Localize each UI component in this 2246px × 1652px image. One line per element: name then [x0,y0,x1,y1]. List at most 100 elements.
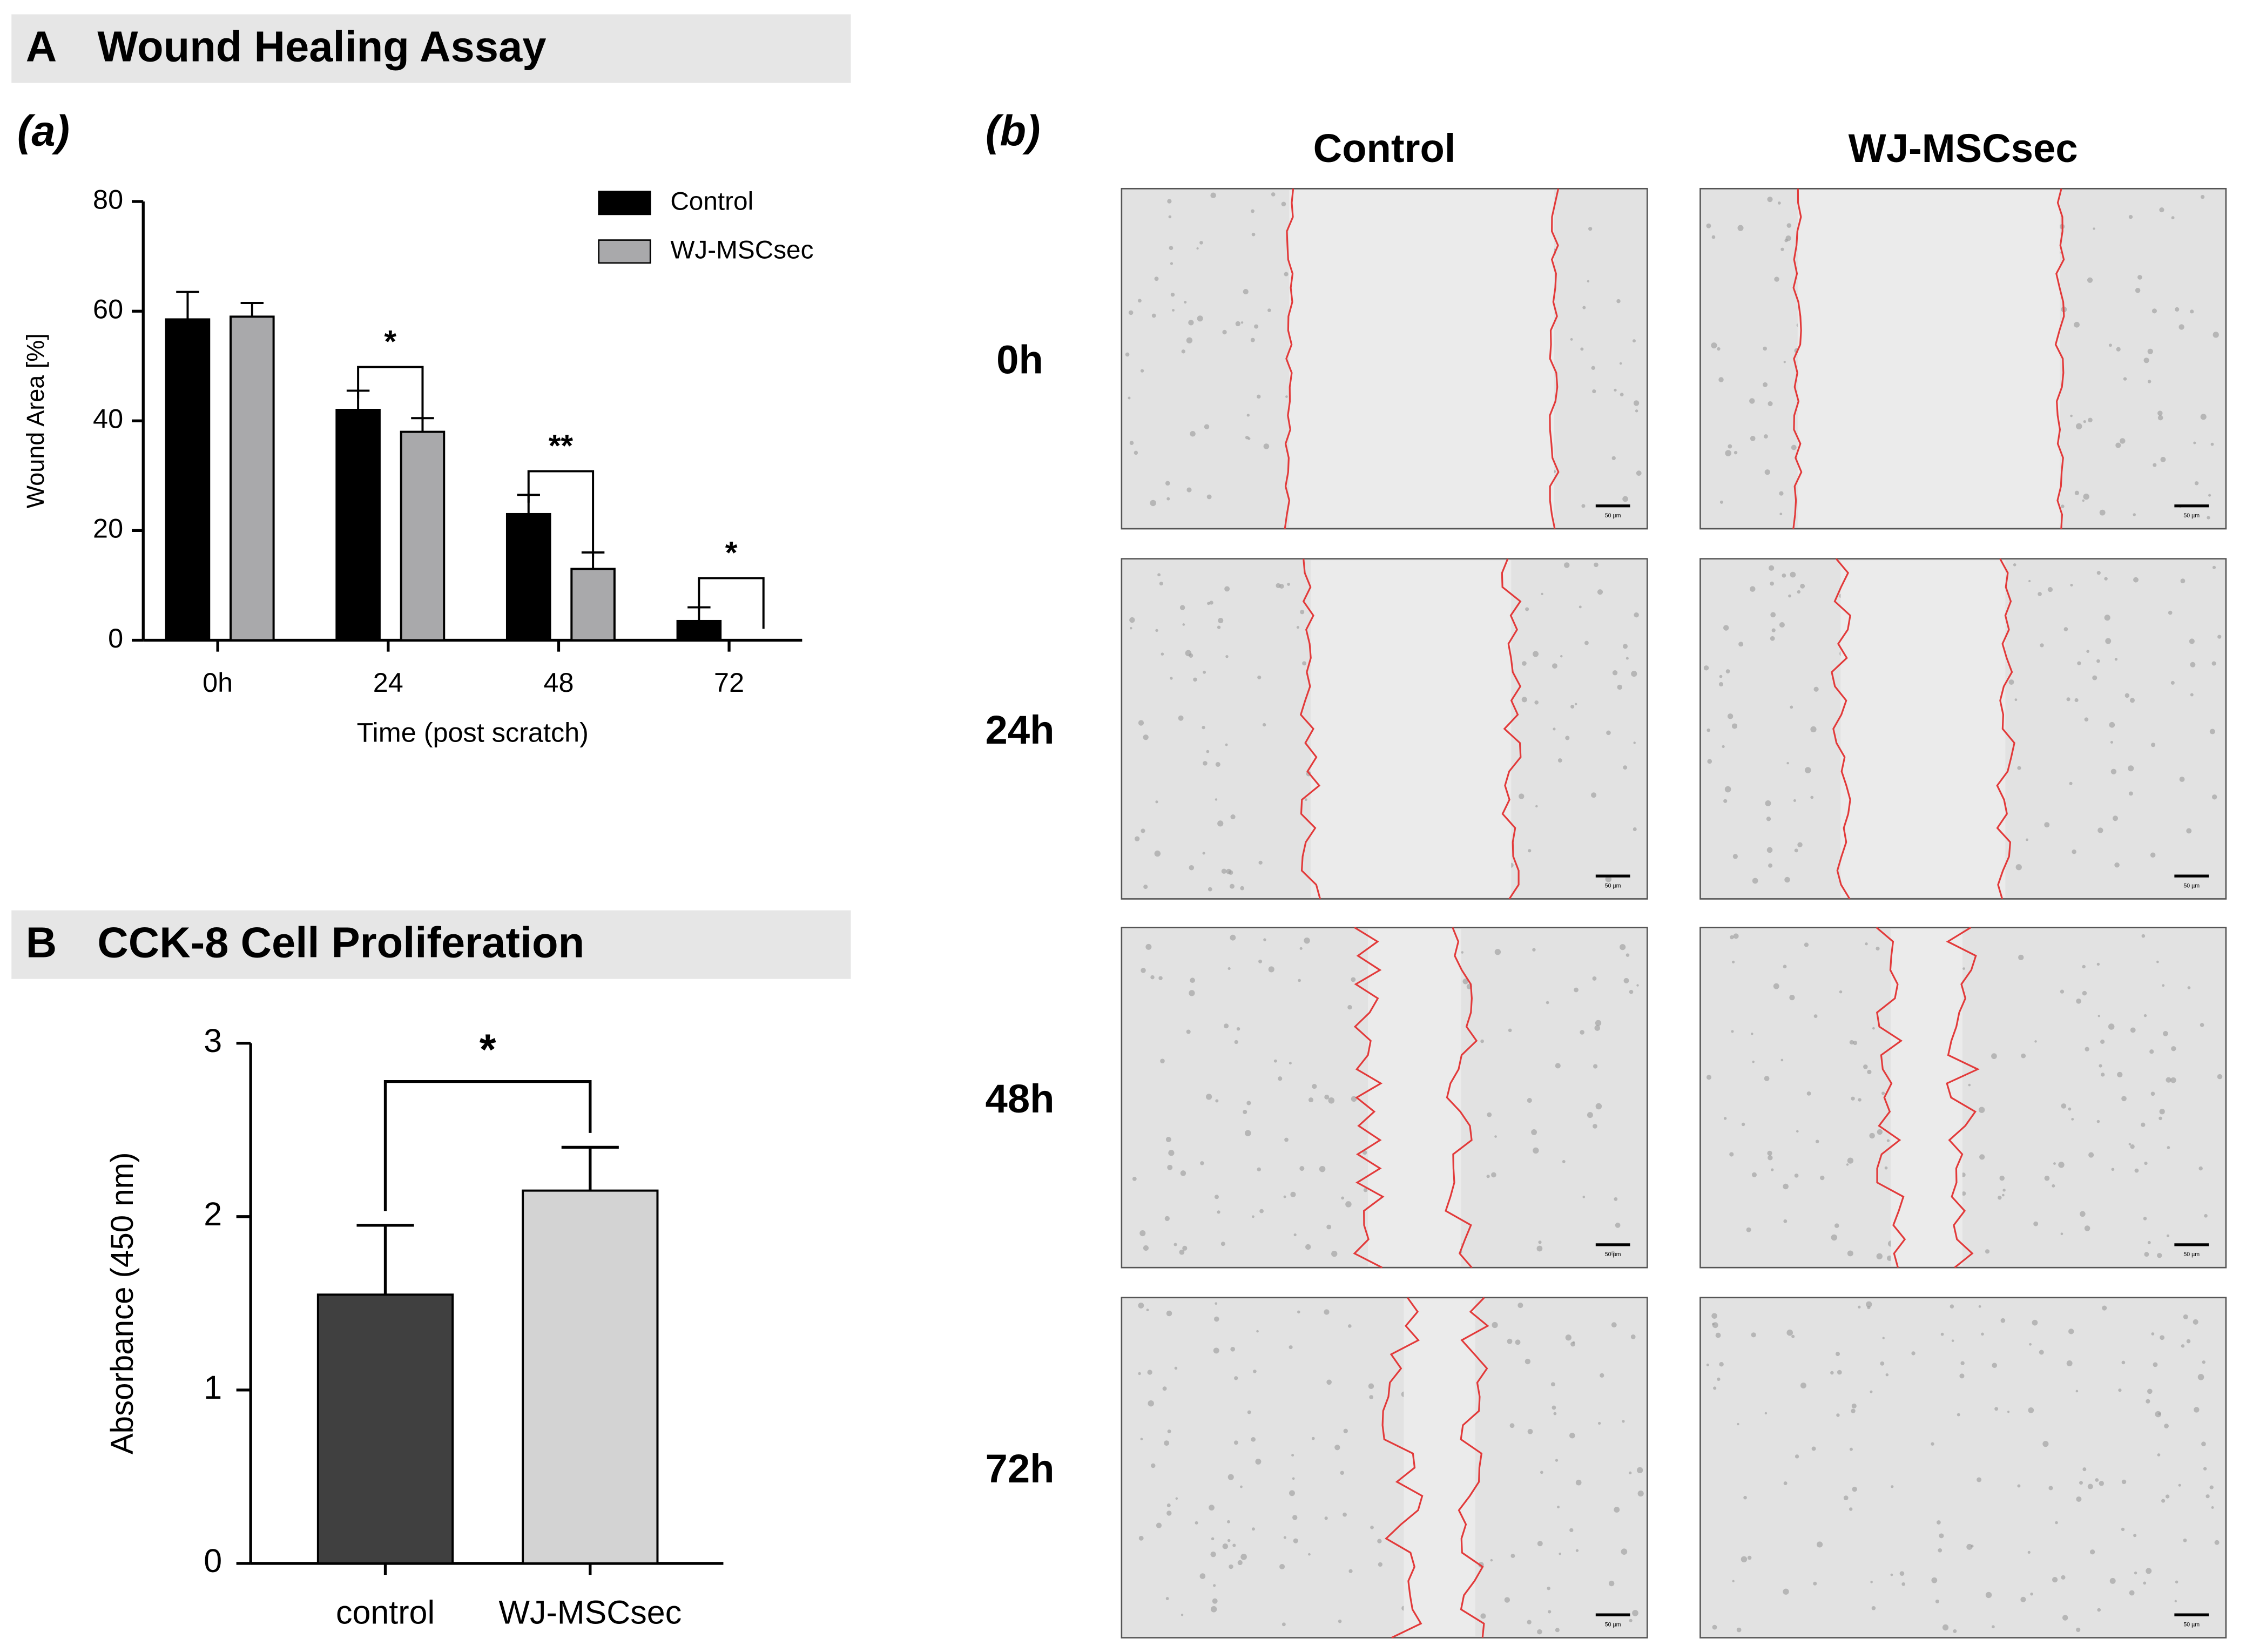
cell [1212,1598,1218,1604]
cell [1217,625,1221,629]
cell [1794,848,1798,853]
wound-area [1289,190,1554,528]
cell [1129,617,1135,623]
cell [1251,232,1256,237]
cell [1784,238,1788,242]
cell [2147,380,2151,383]
scale-bar-label: 50 µm [1605,882,1621,889]
micrograph: 50 µm [1699,187,2227,530]
cell [1552,663,1557,669]
row-label: 72h [986,1446,1055,1491]
y-tick-label: 0 [108,623,123,653]
cell [1722,745,1725,748]
cell [2130,1144,2135,1149]
cell [1719,675,1723,678]
cell [1597,589,1603,595]
cell [1978,1305,1981,1308]
cell [1190,977,1195,983]
cell [1623,765,1628,770]
wound-area [1404,1299,1475,1636]
row-label: 24h [986,707,1055,752]
cell [1960,1361,1965,1365]
cell [2214,1540,2220,1545]
wound-area [1310,560,1512,898]
cell [1224,586,1230,592]
cell [2186,1339,2191,1344]
cell [1779,513,1783,516]
cell [1370,1526,1374,1529]
cell [1262,723,1266,727]
cell [1157,573,1161,577]
cell [1751,1033,1753,1035]
cell [2134,1168,2139,1173]
cell [1712,1624,1717,1630]
cell [2055,1521,2058,1525]
cell [1725,450,1731,456]
cell [1230,1346,1236,1352]
cell [1461,951,1464,954]
cell [1579,605,1582,609]
cell [2197,1374,2204,1380]
cell [1594,1025,1601,1031]
wound-edge [1946,927,1980,1269]
cell [1977,1477,1982,1482]
cell [2068,1107,2072,1111]
cell [1797,590,1801,594]
cell [1235,321,1241,327]
cell [1536,1245,1543,1252]
cell [1843,1495,1849,1501]
cell [2097,1015,2100,1017]
cell [2120,438,2126,444]
cell [1867,1069,1872,1075]
cell [1125,352,1130,357]
cell [1197,315,1203,322]
cell [1992,1363,1998,1368]
cell [1790,705,1793,709]
cell [1140,1438,1143,1441]
cell [1786,761,1789,765]
cell [1836,1413,1840,1417]
panel-letter: A [26,23,57,71]
cell [1155,629,1158,632]
cell [1229,884,1235,889]
micrograph: 50 µm [1121,1297,1648,1638]
cell [1738,642,1744,647]
cell [1308,1097,1314,1103]
panel-letter: B [26,919,57,967]
cell [1234,1376,1238,1380]
cell [2074,321,2080,328]
cell [1938,1548,1943,1553]
cell [2032,1319,2038,1326]
cell [2160,456,2166,462]
cell [1490,1559,1493,1562]
significance-label: * [480,1026,496,1074]
cell [1595,1103,1602,1110]
cell [2157,1253,2162,1258]
cell [1810,795,1814,799]
cell [1181,1614,1184,1616]
cell [2007,1411,2010,1413]
cell [1522,661,1527,666]
cell [1629,989,1634,994]
cell [1880,1361,1885,1366]
cell [1182,1245,1188,1251]
cell [1240,1554,1247,1560]
cell [1267,308,1271,312]
x-tick-label: 48 [543,667,574,698]
cell [1866,1301,1872,1307]
cell [2095,1478,2099,1482]
cell [1555,1459,1559,1462]
cell [1247,1410,1251,1414]
cell [1795,1454,1799,1459]
cell [1527,1428,1533,1434]
cell [1155,800,1158,804]
cell [2029,1343,2032,1346]
cell [1293,1538,1298,1543]
cell [1236,1027,1240,1031]
cell [1257,1167,1261,1172]
cell [1244,1130,1251,1137]
cell [1257,675,1262,679]
cell [2072,849,2076,854]
cell [1214,1195,1219,1199]
micrograph: 50 µm [1121,927,1648,1269]
